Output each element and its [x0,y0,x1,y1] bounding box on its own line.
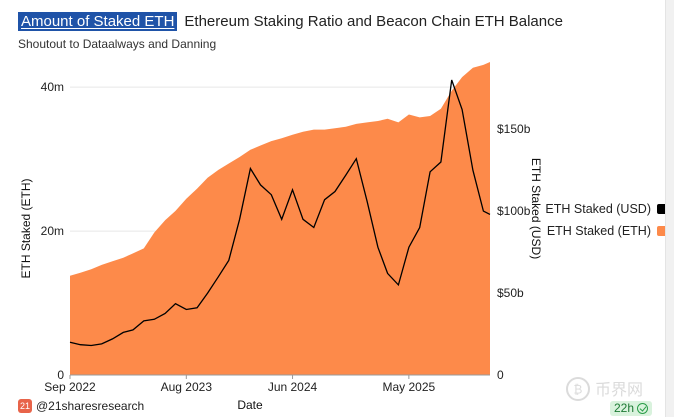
check-circle-icon [637,403,649,414]
scrollbar[interactable] [665,0,674,417]
y-left-tick-label: 0 [57,368,64,382]
y-right-axis-title: ETH Staked (USD) [529,158,543,259]
freshness-badge[interactable]: 22h [610,401,653,416]
x-tick-label: Jun 2024 [268,380,318,394]
footer-attribution[interactable]: 21 @21sharesresearch [18,399,144,413]
x-tick-label: Sep 2022 [44,380,96,394]
legend-item-eth[interactable]: ETH Staked (ETH) [535,220,667,242]
tab-staking-ratio[interactable]: Ethereum Staking Ratio and Beacon Chain … [184,13,563,30]
chart-subtitle: Shoutout to Dataalways and Danning [18,37,217,51]
legend-swatch-eth [657,226,667,236]
y-right-tick-label: 0 [497,368,504,382]
y-right-tick-label: $100b [497,204,531,218]
legend: ETH Staked (USD) ETH Staked (ETH) [535,198,667,242]
eth-staked-area [70,62,490,375]
legend-item-usd[interactable]: ETH Staked (USD) [535,198,667,220]
y-left-tick-label: 40m [41,80,64,94]
chart-header: Amount of Staked ETH Ethereum Staking Rat… [18,12,563,31]
y-right-tick-label: $150b [497,122,531,136]
x-tick-label: May 2025 [383,380,436,394]
x-tick-label: Aug 2023 [161,380,213,394]
eth-staked-usd-line [69,79,491,347]
legend-label-usd: ETH Staked (USD) [545,202,651,216]
tab-amount-of-staked-eth[interactable]: Amount of Staked ETH [18,12,178,31]
legend-swatch-usd [657,204,667,214]
watermark-logo-icon: ₿ 币界网 [566,377,643,401]
account-name: @21sharesresearch [36,399,145,413]
svg-text:₿: ₿ [574,383,583,397]
y-right-tick-label: $50b [497,286,524,300]
y-left-axis-title: ETH Staked (ETH) [19,178,33,278]
freshness-text: 22h [614,401,635,415]
21shares-logo-icon: 21 [18,399,32,413]
x-axis-title: Date [237,398,263,412]
legend-label-eth: ETH Staked (ETH) [546,224,651,238]
y-left-tick-label: 20m [41,224,64,238]
watermark-text: 币界网 [595,380,643,399]
